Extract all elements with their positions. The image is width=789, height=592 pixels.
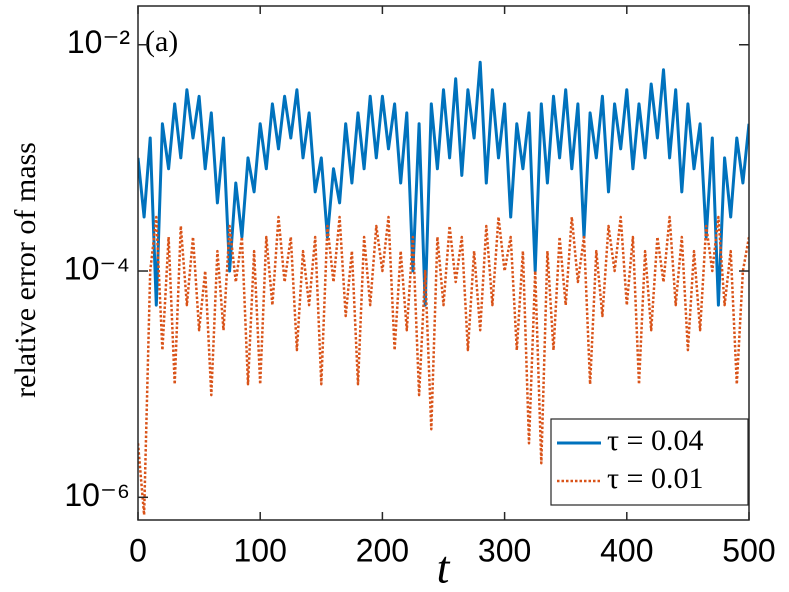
legend-label: τ = 0.04 bbox=[607, 424, 703, 457]
x-tick-label: 300 bbox=[478, 532, 531, 568]
x-axis-label: t bbox=[437, 542, 451, 592]
x-tick-label: 0 bbox=[129, 532, 147, 568]
x-tick-label: 100 bbox=[234, 532, 287, 568]
y-axis-label: relative error of mass bbox=[9, 142, 42, 398]
x-tick-label: 500 bbox=[722, 532, 775, 568]
y-tick-label: 10⁻² bbox=[67, 24, 130, 60]
y-tick-label: 10⁻⁴ bbox=[64, 250, 130, 286]
axes-box bbox=[137, 5, 750, 521]
series-line bbox=[138, 60, 749, 307]
lines bbox=[138, 60, 749, 517]
y-tick-label: 10⁻⁶ bbox=[64, 477, 130, 513]
legend-box bbox=[550, 418, 749, 506]
legend-label: τ = 0.01 bbox=[607, 462, 703, 495]
x-tick-label: 200 bbox=[356, 532, 409, 568]
annotation: (a) bbox=[145, 25, 178, 58]
series-line bbox=[138, 215, 749, 517]
x-tick-label: 400 bbox=[600, 532, 653, 568]
